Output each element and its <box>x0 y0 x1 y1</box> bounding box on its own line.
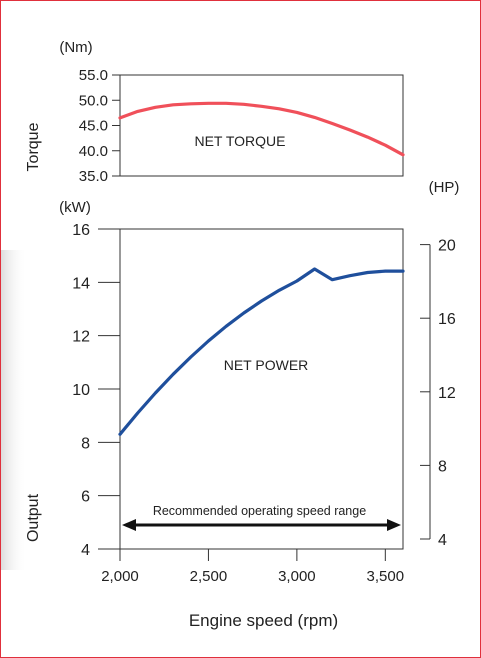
output-axis-label: Output <box>25 493 42 542</box>
hp-tick-label: 12 <box>438 385 456 402</box>
output-tick-label: 8 <box>81 435 90 452</box>
output-tick-label: 10 <box>72 382 90 399</box>
output-tick-label: 12 <box>72 329 90 346</box>
torque-tick-label: 45.0 <box>79 118 108 135</box>
output-y-ticks: 4 6 8 10 12 14 16 <box>72 222 120 559</box>
hp-unit-label: (HP) <box>429 179 460 196</box>
hp-tick-label: 8 <box>438 458 447 475</box>
net-torque-label: NET TORQUE <box>194 133 285 149</box>
recommended-range-arrow <box>122 519 401 531</box>
x-tick-label: 3,500 <box>367 568 405 585</box>
output-panel: (kW) Output 4 6 8 10 12 14 16 (HP) 4 8 12 16 20 2,… <box>25 179 459 630</box>
hp-tick-label: 20 <box>438 238 456 255</box>
recommended-range-label: Recommended operating speed range <box>153 504 366 518</box>
torque-tick-label: 50.0 <box>79 92 108 109</box>
output-tick-label: 14 <box>72 275 90 292</box>
net-power-line <box>118 267 405 436</box>
output-unit-label: (kW) <box>59 199 91 216</box>
decorative-stripes <box>1 250 27 570</box>
torque-tick-label: 35.0 <box>79 168 108 185</box>
torque-axis-label: Torque <box>25 122 42 171</box>
output-tick-label: 4 <box>81 542 90 559</box>
range-arrow-left-head <box>122 519 136 531</box>
hp-ticks: 4 8 12 16 20 <box>420 238 456 549</box>
x-tick-label: 2,500 <box>190 568 228 585</box>
torque-tick-label: 55.0 <box>79 67 108 84</box>
output-plot-area <box>119 228 404 550</box>
net-torque-line <box>118 101 405 157</box>
output-tick-label: 16 <box>72 222 90 239</box>
torque-tick-label: 40.0 <box>79 143 108 160</box>
power-series: NET POWER <box>118 267 405 436</box>
x-axis-label: Engine speed (rpm) <box>189 611 338 630</box>
torque-plot-area <box>119 74 404 177</box>
output-tick-label: 6 <box>81 489 90 506</box>
torque-panel: (Nm) Torque 35.0 40.0 45.0 50.0 55.0 NET TOR… <box>25 39 405 185</box>
torque-series: NET TORQUE <box>118 101 405 157</box>
torque-unit-label: (Nm) <box>59 39 92 56</box>
hp-tick-label: 16 <box>438 311 456 328</box>
hp-tick-label: 4 <box>438 532 447 549</box>
range-arrow-right-head <box>387 519 401 531</box>
x-ticks: 2,000 2,500 3,000 3,500 <box>101 549 404 585</box>
net-power-label: NET POWER <box>224 357 309 373</box>
x-tick-label: 2,000 <box>101 568 139 585</box>
torque-y-ticks: 35.0 40.0 45.0 50.0 55.0 <box>79 67 120 185</box>
x-tick-label: 3,000 <box>278 568 316 585</box>
